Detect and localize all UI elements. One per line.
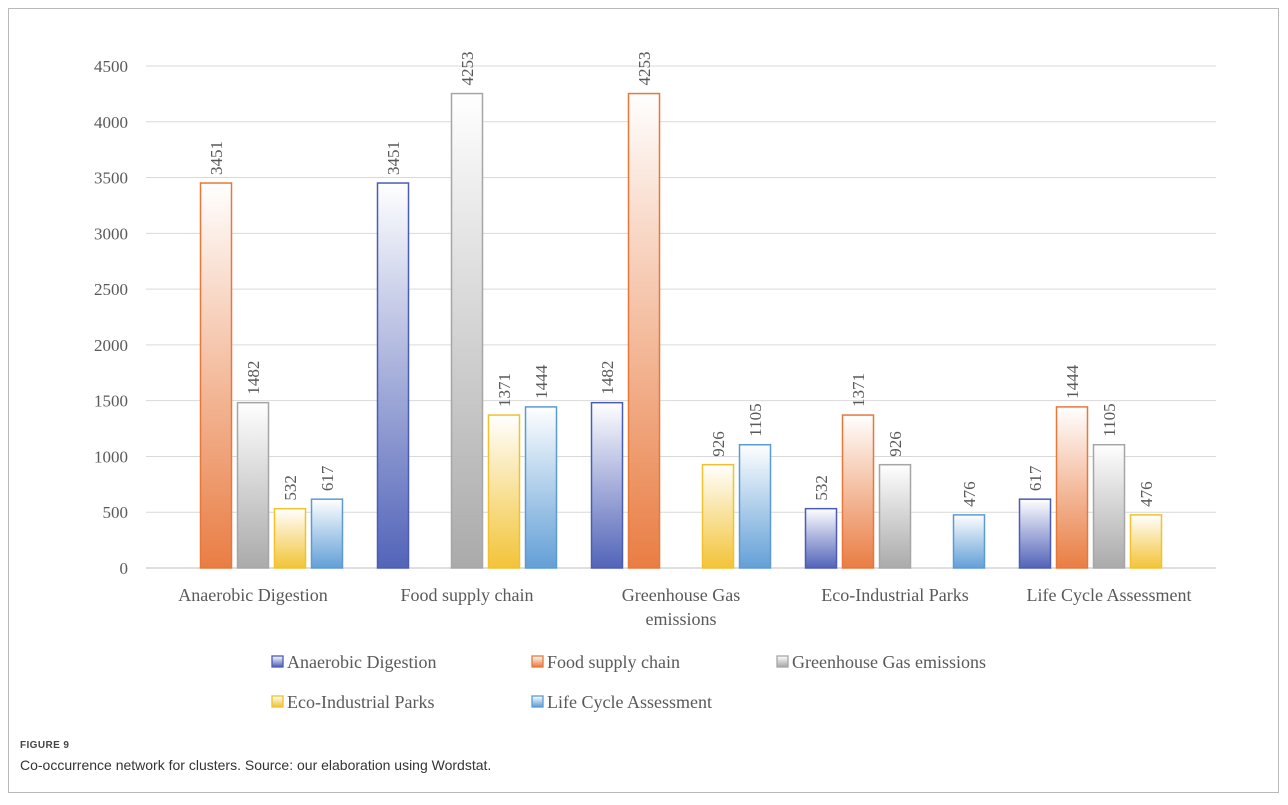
- bars: [199, 92, 1163, 569]
- data-label: 4253: [458, 52, 477, 86]
- y-tick-label: 1000: [94, 447, 128, 466]
- bar-anaerobic-digestion-greenhouse-gas-emissions: [590, 401, 624, 569]
- y-tick-label: 0: [120, 559, 129, 578]
- bar-life-cycle-assessment-food-supply-chain: [524, 406, 558, 569]
- bar-life-cycle-assessment-anaerobic-digestion: [310, 498, 344, 569]
- x-tick-label: Eco-Industrial Parks: [821, 585, 968, 605]
- x-tick-label: Anaerobic Digestion: [178, 585, 327, 605]
- bar-eco-industrial-parks-life-cycle-assessment: [1129, 514, 1163, 569]
- legend-label: Greenhouse Gas emissions: [792, 652, 986, 672]
- data-label: 1444: [1063, 364, 1082, 399]
- gridlines: [146, 65, 1216, 569]
- data-label: 617: [1026, 465, 1045, 491]
- legend-label: Anaerobic Digestion: [287, 652, 436, 672]
- data-label: 476: [960, 481, 979, 507]
- y-axis-ticks: 0 500 1000 1500 2000 2500 3000 3500 4000 4500: [94, 57, 128, 578]
- legend-swatch: [531, 655, 544, 668]
- y-tick-label: 3500: [94, 169, 128, 188]
- data-label: 476: [1137, 481, 1156, 507]
- y-tick-label: 2000: [94, 336, 128, 355]
- bar-anaerobic-digestion-life-cycle-assessment: [1018, 498, 1052, 569]
- legend-swatch: [271, 695, 284, 708]
- data-label: 1371: [495, 373, 514, 407]
- y-tick-label: 500: [103, 503, 129, 522]
- data-label: 1444: [532, 364, 551, 399]
- legend-item-eco-industrial-parks: Eco-Industrial Parks: [271, 692, 434, 712]
- bar-eco-industrial-parks-anaerobic-digestion: [273, 507, 307, 569]
- data-label: 1371: [849, 373, 868, 407]
- bar-anaerobic-digestion-food-supply-chain: [376, 182, 410, 569]
- data-label: 3451: [384, 141, 403, 175]
- bar-food-supply-chain-eco-industrial-parks: [841, 414, 875, 569]
- bar-eco-industrial-parks-food-supply-chain: [487, 414, 521, 569]
- bar-greenhouse-gas-emissions-eco-industrial-parks: [878, 463, 912, 569]
- data-label: 4253: [635, 52, 654, 86]
- data-label: 1105: [746, 403, 765, 436]
- x-tick-label: Life Cycle Assessment: [1027, 585, 1192, 605]
- data-label: 532: [281, 475, 300, 501]
- legend-item-life-cycle-assessment: Life Cycle Assessment: [531, 692, 712, 712]
- y-tick-label: 4000: [94, 113, 128, 132]
- legend-label: Food supply chain: [547, 652, 680, 672]
- bar-life-cycle-assessment-greenhouse-gas-emissions: [738, 443, 772, 569]
- x-axis-ticks: Anaerobic Digestion Food supply chain Gree…: [178, 585, 1191, 629]
- bar-greenhouse-gas-emissions-anaerobic-digestion: [236, 401, 270, 569]
- data-label: 926: [886, 431, 905, 457]
- y-tick-label: 1500: [94, 392, 128, 411]
- data-labels: 3451 1482 532 617 3451 4253 1371 1444 1482 4253 92…: [207, 52, 1156, 507]
- legend-swatch: [531, 695, 544, 708]
- legend-item-greenhouse-gas-emissions: Greenhouse Gas emissions: [776, 652, 986, 672]
- bar-eco-industrial-parks-greenhouse-gas-emissions: [701, 463, 735, 569]
- bar-food-supply-chain-greenhouse-gas-emissions: [627, 92, 661, 569]
- bar-life-cycle-assessment-eco-industrial-parks: [952, 514, 986, 569]
- data-label: 1482: [244, 361, 263, 395]
- legend-label: Eco-Industrial Parks: [287, 692, 434, 712]
- data-label: 532: [812, 475, 831, 501]
- y-tick-label: 4500: [94, 57, 128, 76]
- legend-item-anaerobic-digestion: Anaerobic Digestion: [271, 652, 436, 672]
- bar-anaerobic-digestion-eco-industrial-parks: [804, 507, 838, 569]
- legend: Anaerobic Digestion Food supply chain Gree…: [271, 652, 986, 712]
- x-tick-label: Food supply chain: [401, 585, 534, 605]
- y-tick-label: 2500: [94, 280, 128, 299]
- x-tick-label: Greenhouse Gas emissions: [622, 585, 740, 629]
- legend-swatch: [776, 655, 789, 668]
- legend-label: Life Cycle Assessment: [547, 692, 712, 712]
- legend-swatch: [271, 655, 284, 668]
- y-tick-label: 3000: [94, 224, 128, 243]
- bar-greenhouse-gas-emissions-life-cycle-assessment: [1092, 443, 1126, 569]
- data-label: 1482: [598, 361, 617, 395]
- legend-item-food-supply-chain: Food supply chain: [531, 652, 680, 672]
- bar-food-supply-chain-life-cycle-assessment: [1055, 406, 1089, 569]
- bar-greenhouse-gas-emissions-food-supply-chain: [450, 92, 484, 569]
- figure-label: FIGURE 9: [20, 740, 70, 751]
- figure-caption: Co-occurrence network for clusters. Sour…: [20, 757, 492, 773]
- data-label: 1105: [1100, 403, 1119, 436]
- bar-food-supply-chain-anaerobic-digestion: [199, 182, 233, 569]
- data-label: 617: [318, 465, 337, 491]
- data-label: 926: [709, 431, 728, 457]
- data-label: 3451: [207, 141, 226, 175]
